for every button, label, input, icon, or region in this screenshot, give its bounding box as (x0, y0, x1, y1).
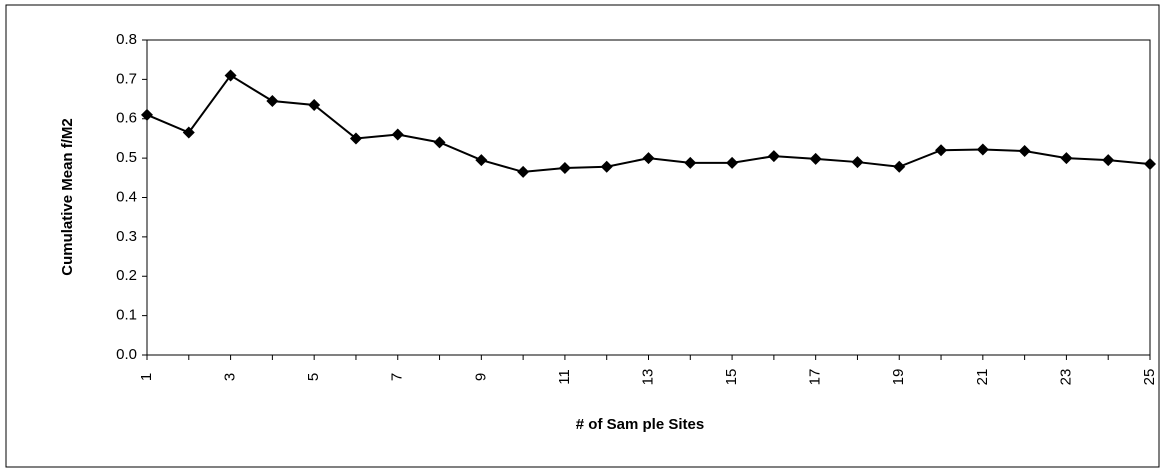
data-point (600, 160, 613, 173)
y-tick-label: 0.0 (116, 346, 137, 363)
data-point (475, 154, 488, 167)
y-tick-label: 0.7 (116, 70, 137, 87)
x-tick-label: 19 (890, 369, 907, 386)
data-point (726, 156, 739, 169)
data-point (893, 160, 906, 173)
data-point (684, 156, 697, 169)
x-tick-label: 5 (305, 373, 322, 381)
y-tick-label: 0.8 (116, 31, 137, 48)
x-tick-label: 11 (556, 369, 573, 385)
data-point (1018, 145, 1031, 158)
plot-area (146, 39, 1151, 356)
x-tick-label: 9 (472, 373, 489, 381)
x-tick-label: 3 (222, 373, 239, 381)
data-point (266, 95, 279, 108)
data-point (1144, 158, 1156, 171)
data-point (767, 150, 780, 163)
y-tick-label: 0.3 (116, 228, 137, 245)
data-point (141, 108, 153, 121)
data-point (517, 165, 530, 178)
y-tick-label: 0.1 (116, 307, 137, 324)
x-tick-label: 1 (138, 373, 155, 381)
data-point (308, 98, 321, 111)
y-axis-title: Cumulative Mean f/M2 (59, 118, 76, 276)
y-tick-label: 0.5 (116, 149, 137, 166)
data-point (391, 128, 404, 141)
y-tick-label: 0.4 (116, 188, 137, 205)
data-point (558, 161, 571, 174)
x-tick-label: 17 (807, 369, 824, 386)
data-point (349, 132, 362, 145)
data-point (809, 152, 822, 165)
x-axis-title: # of Sam ple Sites (576, 416, 704, 433)
data-point (642, 152, 655, 165)
data-point (182, 126, 195, 139)
chart-frame (5, 4, 1160, 468)
y-tick-label: 0.6 (116, 110, 137, 127)
data-point (433, 136, 446, 149)
data-point (224, 69, 237, 82)
data-point (935, 144, 948, 157)
data-point (851, 156, 864, 169)
data-point (976, 143, 989, 156)
data-point (1060, 152, 1073, 165)
x-tick-label: 23 (1057, 369, 1074, 386)
x-tick-label: 15 (723, 369, 740, 386)
x-tick-label: 25 (1141, 369, 1158, 386)
y-tick-label: 0.2 (116, 267, 137, 284)
data-point (1102, 154, 1115, 167)
x-tick-label: 7 (389, 373, 406, 381)
x-tick-label: 21 (974, 369, 991, 386)
x-tick-label: 13 (639, 369, 656, 386)
